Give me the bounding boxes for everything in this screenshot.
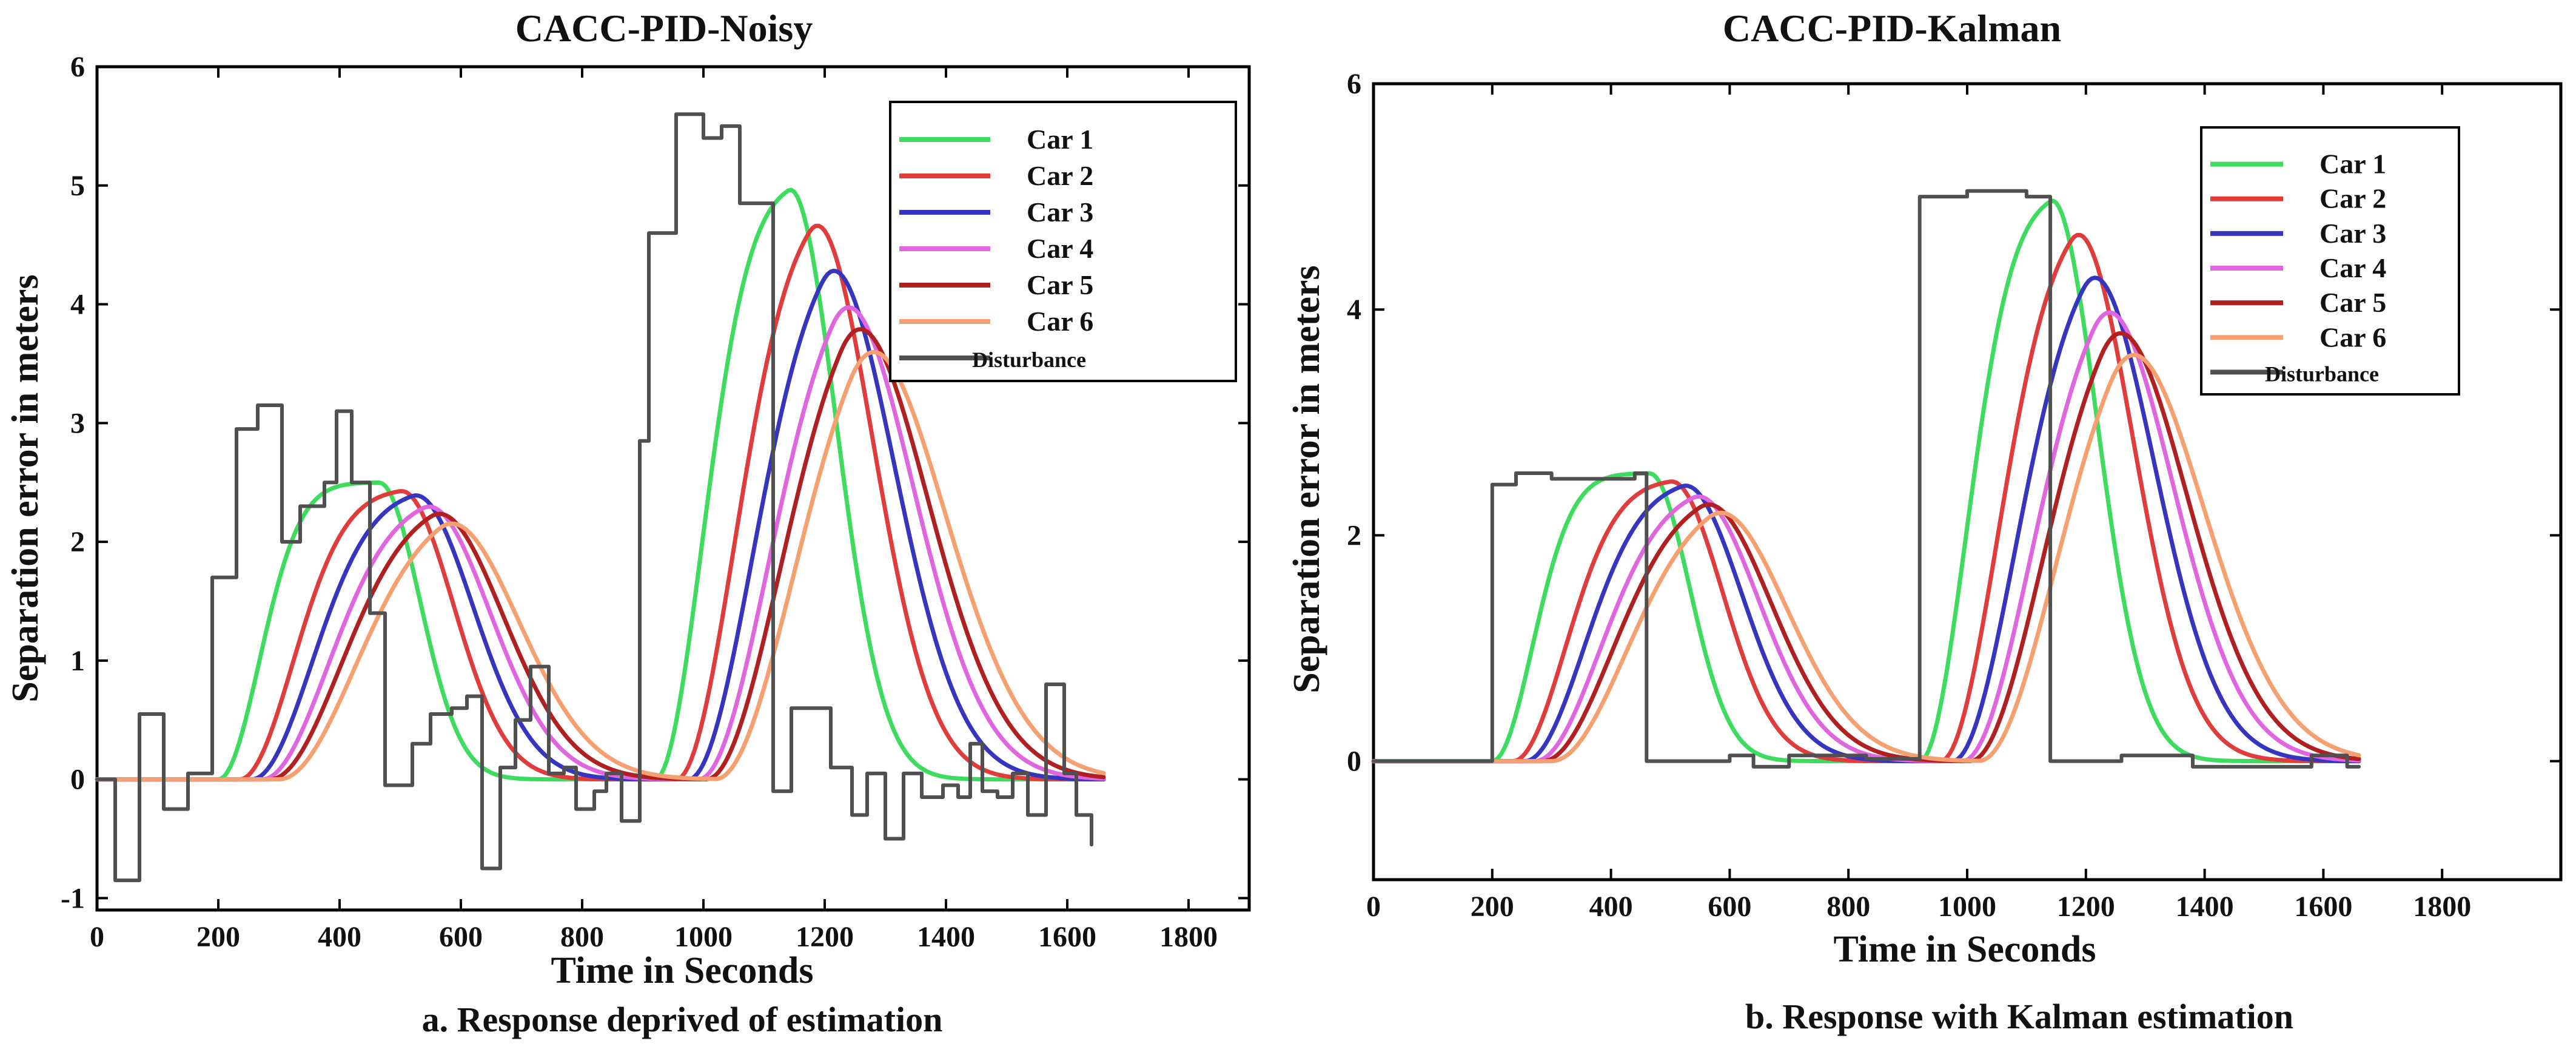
caption-b: b. Response with Kalman estimation: [1745, 997, 2293, 1036]
x-tick-label: 200: [196, 921, 240, 953]
legend-label: Disturbance: [2265, 362, 2379, 386]
y-tick-label: -1: [61, 882, 85, 914]
x-tick-label: 800: [560, 921, 604, 953]
y-tick-label: 4: [1347, 294, 1361, 326]
legend-label: Car 4: [1027, 233, 1093, 264]
y-tick-label: 3: [70, 407, 85, 439]
series-line-car-6: [1371, 352, 2361, 764]
x-tick-label: 0: [90, 921, 104, 953]
caption-a: a. Response deprived of estimation: [422, 1000, 943, 1039]
x-tick-label: 800: [1826, 891, 1870, 923]
y-tick-label: 0: [70, 764, 85, 796]
y-tick-label: 2: [1347, 519, 1361, 551]
y-axis-label-b: Separation error in meters: [1286, 265, 1327, 693]
axis-ticks-a: 0 200 400 600 800 1000 1200 1400 1600 1800-101234…: [61, 51, 1249, 953]
series-line-car-3: [95, 268, 1106, 782]
x-axis-label-a: Time in Seconds: [551, 950, 814, 991]
x-tick-label: 600: [439, 921, 483, 953]
series-lines-a: [95, 112, 1106, 883]
x-tick-label: 600: [1708, 891, 1751, 923]
legend-label: Car 1: [2319, 149, 2386, 180]
x-tick-label: 1600: [2294, 891, 2352, 923]
panel-b: CACC-PID-Kalman 0 200 400 600 800 1000 1200 140…: [1286, 7, 2563, 1036]
legend-label: Car 2: [1027, 160, 1093, 191]
x-tick-label: 1600: [1038, 921, 1096, 953]
y-tick-label: 0: [1347, 746, 1361, 778]
legend-label: Car 5: [2319, 287, 2386, 318]
x-tick-label: 0: [1366, 891, 1381, 923]
legend-box-a: [889, 101, 1237, 382]
x-tick-label: 1400: [917, 921, 975, 953]
chart-title-b: CACC-PID-Kalman: [1723, 7, 2061, 50]
legend-label: Disturbance: [972, 348, 1086, 372]
legend-label: Car 3: [1027, 197, 1093, 228]
x-axis-label-b: Time in Seconds: [1834, 929, 2096, 970]
y-tick-label: 4: [70, 289, 85, 321]
series-line-car-6: [95, 349, 1106, 782]
x-tick-label: 1800: [1159, 921, 1218, 953]
chart-title-a: CACC-PID-Noisy: [515, 7, 813, 50]
legend-label: Car 6: [2319, 322, 2386, 352]
x-tick-label: 1000: [1938, 891, 1996, 923]
y-tick-label: 5: [70, 170, 85, 202]
x-tick-label: 1200: [2057, 891, 2115, 923]
legend-label: Car 4: [2319, 252, 2386, 283]
series-line-disturbance: [95, 112, 1093, 883]
plot-frame-a: [95, 65, 1251, 912]
x-tick-label: 1800: [2413, 891, 2471, 923]
y-tick-label: 1: [70, 645, 85, 677]
legend-label: Car 1: [1027, 124, 1093, 155]
legend-box-b: [2200, 126, 2460, 396]
series-line-disturbance: [1372, 189, 2361, 769]
x-tick-label: 400: [318, 921, 361, 953]
y-tick-label: 6: [1347, 68, 1361, 100]
legend-label: Car 3: [2319, 218, 2386, 249]
legend-label: Car 5: [1027, 269, 1093, 300]
series-lines-b: [1371, 189, 2361, 769]
y-tick-label: 2: [70, 526, 85, 558]
y-axis-label-a: Separation error in meters: [5, 274, 46, 702]
x-tick-label: 1000: [674, 921, 733, 953]
legend-a: Car 1 Car 2 Car 3 Car 4 Car 5 Car 6 Disturbanc…: [889, 101, 1237, 382]
panel-a: CACC-PID-Noisy 0 200 400 600 800 1000 1200 1400…: [5, 7, 1251, 1039]
legend-label: Car 6: [1027, 306, 1093, 337]
x-tick-label: 1200: [796, 921, 854, 953]
x-tick-label: 400: [1589, 891, 1633, 923]
legend-label: Car 2: [2319, 183, 2386, 214]
y-tick-label: 6: [70, 51, 85, 83]
x-tick-label: 1400: [2176, 891, 2234, 923]
axis-ticks-b: 0 200 400 600 800 1000 1200 1400 1600 1800 0 2 4 6: [1347, 68, 2561, 923]
x-tick-label: 200: [1471, 891, 1514, 923]
